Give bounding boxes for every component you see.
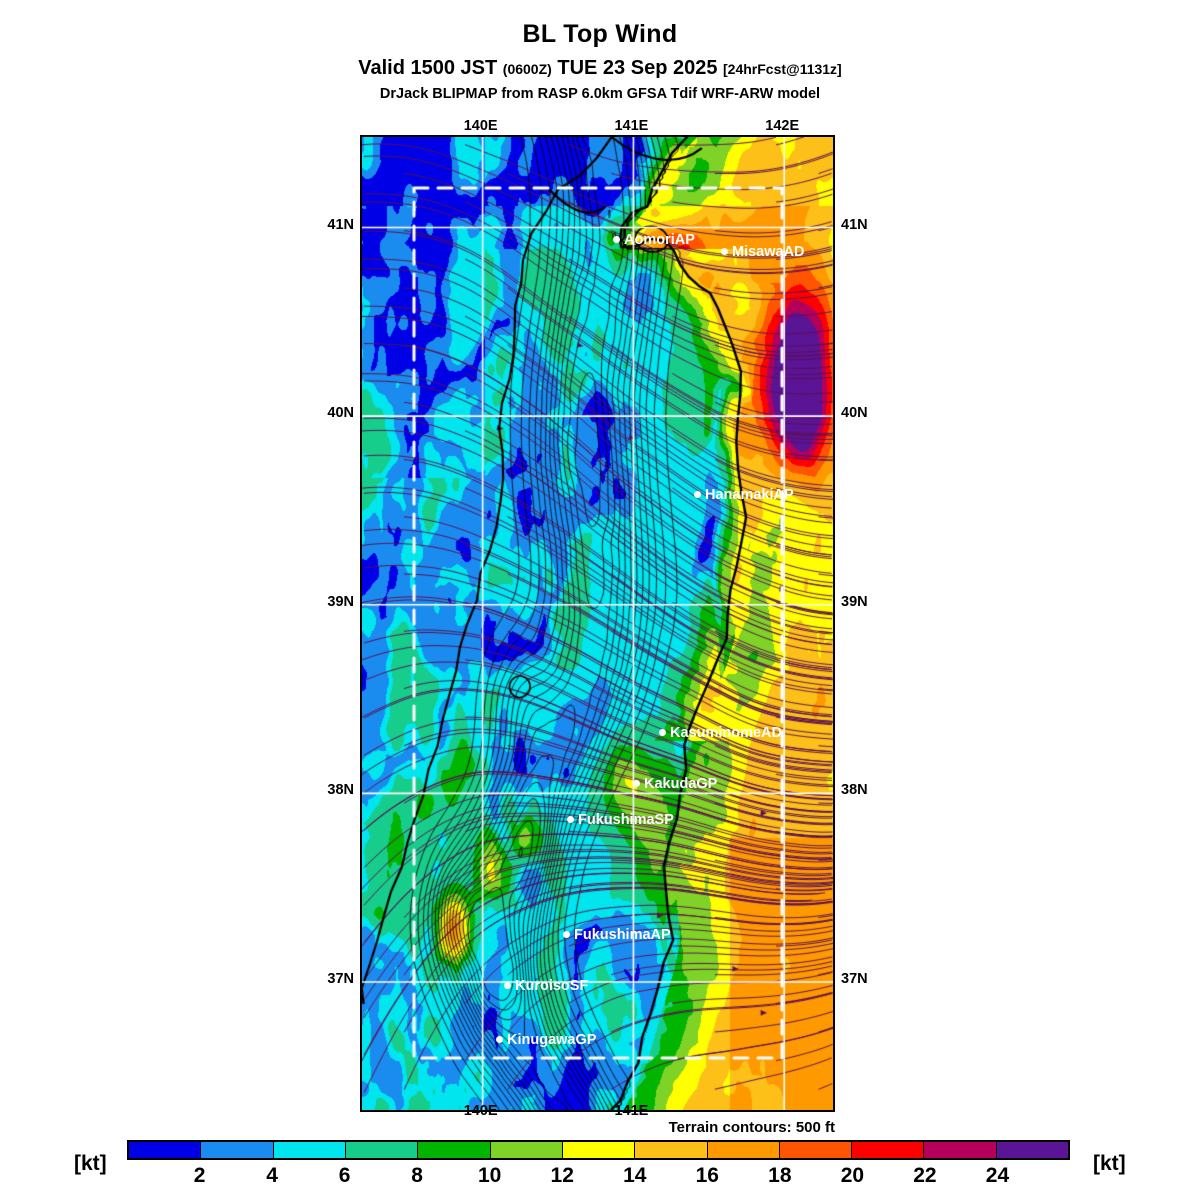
colorbar-tick-10: 10	[478, 1164, 502, 1187]
lon-label-top-140: 140E	[463, 118, 498, 134]
lat-label-right-38: 38N	[841, 782, 868, 799]
colorbar-swatch-2	[201, 1142, 274, 1158]
lat-label-left-41: 41N	[327, 216, 354, 233]
lat-label-right-41: 41N	[841, 216, 868, 233]
colorbar-tick-2: 2	[193, 1164, 206, 1187]
terrain-contour-note: Terrain contours: 500 ft	[668, 1119, 835, 1136]
colorbar-swatch-6	[345, 1142, 419, 1158]
colorbar-swatch-16	[707, 1142, 780, 1158]
map-plot-area[interactable]	[360, 135, 835, 1112]
lon-label-bottom-140: 140E	[463, 1103, 498, 1119]
colorbar-swatch-20	[852, 1142, 925, 1158]
colorbar-swatch-22	[924, 1142, 997, 1158]
colorbar-tick-6: 6	[338, 1164, 351, 1187]
header-block: BL Top Wind Valid 1500 JST (0600Z) TUE 2…	[0, 0, 1200, 102]
lon-label-bottom-141: 141E	[614, 1103, 649, 1119]
colorbar-tick-12: 12	[550, 1164, 574, 1187]
model-line: DrJack BLIPMAP from RASP 6.0km GFSA Tdif…	[379, 86, 821, 102]
colorbar-tick-18: 18	[768, 1164, 792, 1187]
colorbar-swatch-8	[418, 1142, 491, 1158]
colorbar-tick-22: 22	[913, 1164, 937, 1187]
colorbar-tick-14: 14	[623, 1164, 647, 1187]
lon-label-top-142: 142E	[765, 118, 800, 134]
lat-label-right-37: 37N	[841, 970, 868, 987]
colorbar-swatch-12	[562, 1142, 636, 1158]
colorbar	[127, 1140, 1070, 1160]
lat-label-left-38: 38N	[327, 782, 354, 799]
colorbar-unit-right: [kt]	[1093, 1152, 1126, 1175]
colorbar-swatch-18	[779, 1142, 853, 1158]
colorbar-swatch-4	[273, 1142, 346, 1158]
colorbar-tick-4: 4	[266, 1164, 278, 1187]
colorbar-swatch-14	[635, 1142, 708, 1158]
colorbar-swatch-24	[996, 1142, 1069, 1158]
colorbar-tick-24: 24	[985, 1164, 1010, 1187]
lon-label-top-141: 141E	[614, 118, 649, 134]
valid-time-line: Valid 1500 JST (0600Z) TUE 23 Sep 2025 […	[0, 58, 1200, 78]
valid-time-zulu: (0600Z)	[502, 61, 552, 77]
lat-label-left-40: 40N	[327, 405, 354, 422]
valid-date: TUE 23 Sep 2025	[551, 57, 724, 79]
wind-field-canvas	[362, 137, 833, 1110]
lat-label-right-40: 40N	[841, 405, 868, 422]
colorbar-tick-16: 16	[695, 1164, 719, 1187]
colorbar-tick-20: 20	[840, 1164, 865, 1187]
colorbar-tick-8: 8	[411, 1164, 423, 1187]
forecast-tag: [24hrFcst@1131z]	[723, 61, 842, 77]
page-title: BL Top Wind	[522, 20, 678, 48]
lat-label-left-39: 39N	[327, 593, 354, 610]
colorbar-swatch-0	[129, 1142, 202, 1158]
colorbar-unit-left: [kt]	[74, 1152, 107, 1175]
lat-label-left-37: 37N	[327, 970, 354, 987]
colorbar-swatch-10	[490, 1142, 563, 1158]
colorbar-tick-labels: 2 4 6 8 10 12 14 16 18 20 22 24	[127, 1165, 1070, 1191]
lat-label-right-39: 39N	[841, 593, 868, 610]
valid-time-prefix: Valid 1500 JST	[358, 57, 503, 79]
